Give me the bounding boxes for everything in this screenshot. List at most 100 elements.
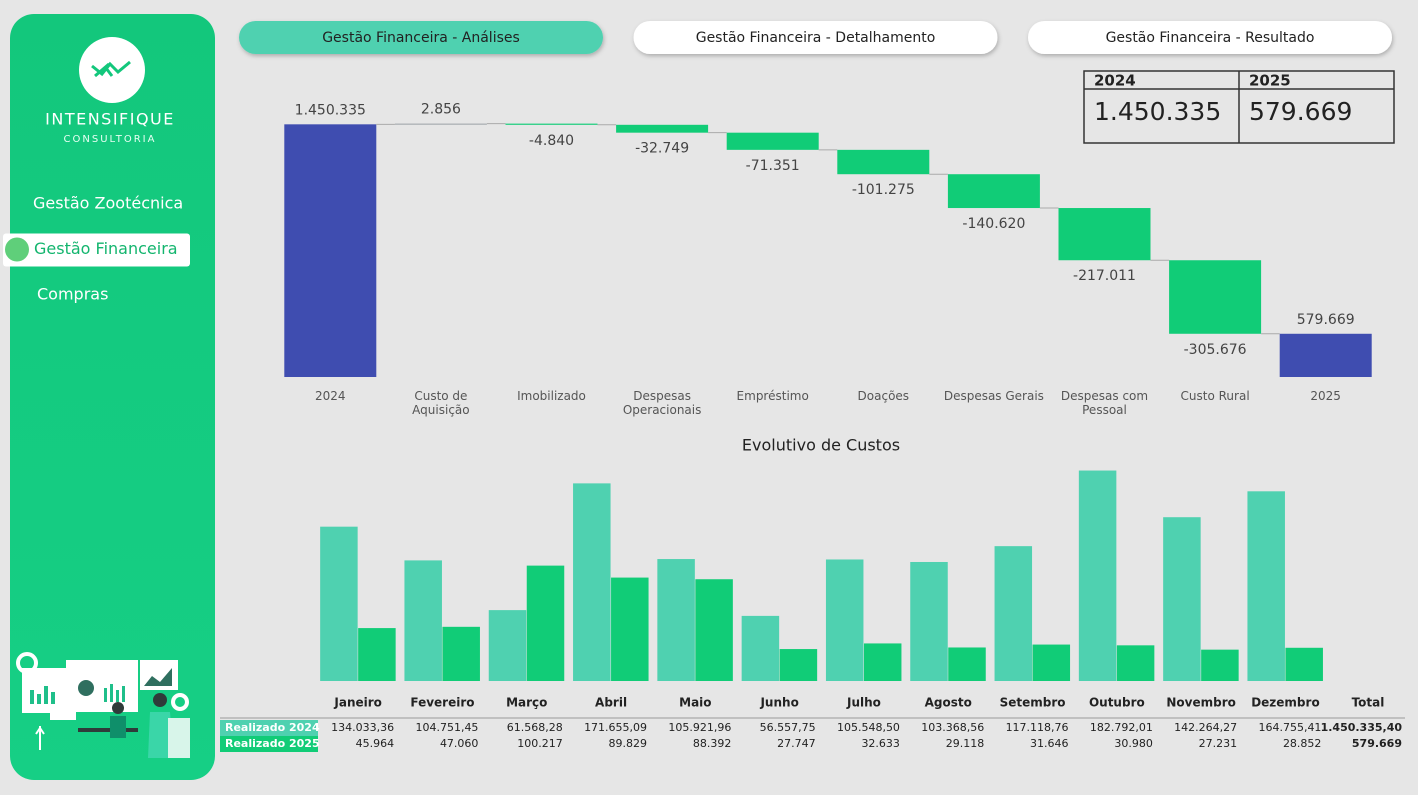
table-cell: 27.747 xyxy=(777,737,816,750)
waterfall-bar xyxy=(1279,333,1372,377)
row-header-bg xyxy=(220,720,318,736)
waterfall-bar xyxy=(837,149,930,175)
bar xyxy=(611,577,649,681)
waterfall-bar xyxy=(947,174,1040,209)
waterfall-bar xyxy=(1058,208,1151,261)
table-cell: 27.231 xyxy=(1199,737,1238,750)
bar xyxy=(1163,517,1201,681)
bar xyxy=(910,561,948,681)
table-cell: 171.655,09 xyxy=(584,721,647,734)
value-label: -217.011 xyxy=(1073,268,1136,284)
row-header-bg xyxy=(220,736,318,752)
table-total: 579.669 xyxy=(1352,737,1402,750)
value-label: 2.856 xyxy=(421,102,461,118)
tab[interactable] xyxy=(1028,21,1392,54)
table-cell: 61.568,28 xyxy=(507,721,563,734)
waterfall-bar xyxy=(616,124,709,133)
menu-item[interactable]: Compras xyxy=(37,285,108,304)
bar xyxy=(1285,647,1323,681)
brand: INTENSIFIQUE xyxy=(45,110,175,129)
illustration xyxy=(16,652,190,758)
x-tick-label: Agosto xyxy=(925,696,972,710)
x-tick-label: Janeiro xyxy=(333,696,382,710)
bar xyxy=(1116,645,1155,681)
table-cell: 88.392 xyxy=(693,737,732,750)
value-label: 579.669 xyxy=(1297,312,1355,328)
menu-item[interactable]: Gestão Zootécnica xyxy=(33,194,183,213)
x-tick-label: Despesas com Pessoal xyxy=(1060,389,1149,417)
bar xyxy=(1247,491,1285,681)
legend-entry: Realizado 2024 xyxy=(225,721,320,734)
x-tick-label: Setembro xyxy=(1000,696,1066,710)
logo-mark xyxy=(91,60,131,78)
waterfall-bar xyxy=(394,123,487,125)
table-cell: 30.980 xyxy=(1114,737,1153,750)
x-tick-label: Despesas Operacionais xyxy=(622,389,702,417)
bar xyxy=(863,643,902,681)
tagline: CONSULTORIA xyxy=(64,134,157,145)
bar xyxy=(825,559,864,681)
tab[interactable] xyxy=(239,21,603,54)
table-cell: 45.964 xyxy=(356,737,395,750)
kpi-value: 1.450.335 xyxy=(1094,97,1221,126)
value-label: -71.351 xyxy=(746,158,800,174)
value-label: -32.749 xyxy=(635,141,689,157)
x-tick-label: Empréstimo xyxy=(736,389,809,403)
waterfall-bar xyxy=(1169,260,1262,334)
x-tick-label: 2024 xyxy=(315,389,346,403)
value-label: -4.840 xyxy=(529,133,574,149)
table-cell: 100.217 xyxy=(517,737,563,750)
x-tick-label: Outubro xyxy=(1089,696,1145,710)
bar xyxy=(741,615,780,681)
x-tick-label: Junho xyxy=(759,696,798,710)
x-tick-label: Imobilizado xyxy=(517,389,586,403)
menu-icon xyxy=(5,237,29,262)
table-cell: 104.751,45 xyxy=(415,721,478,734)
table-cell: 28.852 xyxy=(1283,737,1322,750)
menu-item[interactable]: Gestão Financeira xyxy=(34,239,178,258)
x-tick-label: Julho xyxy=(846,696,881,710)
table-total: 1.450.335,40 xyxy=(1321,721,1403,734)
waterfall-bar xyxy=(505,123,598,125)
bar xyxy=(526,565,565,681)
bar xyxy=(695,579,733,681)
tab-label[interactable]: Gestão Financeira - Detalhamento xyxy=(696,30,936,46)
table-cell: 103.368,56 xyxy=(921,721,984,734)
table-cell: 32.633 xyxy=(861,737,900,750)
table-cell: 56.557,75 xyxy=(760,721,816,734)
x-tick-label: 2025 xyxy=(1310,389,1341,403)
table-cell: 182.792,01 xyxy=(1090,721,1153,734)
table-header: Total xyxy=(1352,696,1385,710)
x-tick-label: Custo de Aquisição xyxy=(412,389,470,417)
bar xyxy=(1201,649,1239,681)
table-cell: 142.264,27 xyxy=(1174,721,1237,734)
logo xyxy=(79,37,145,103)
waterfall-bar xyxy=(284,124,377,377)
tab-label[interactable]: Gestão Financeira - Análises xyxy=(322,30,520,46)
waterfall-bar xyxy=(726,132,819,150)
value-label: -101.275 xyxy=(852,182,915,198)
table-cell: 29.118 xyxy=(946,737,985,750)
bar xyxy=(320,526,358,681)
table-cell: 164.755,41 xyxy=(1258,721,1321,734)
legend-entry: Realizado 2025 xyxy=(225,737,320,750)
x-tick-label: Maio xyxy=(679,696,711,710)
bar xyxy=(404,560,442,681)
kpi-year: 2025 xyxy=(1249,72,1291,90)
x-tick-label: Fevereiro xyxy=(410,696,474,710)
value-label: -305.676 xyxy=(1184,342,1247,358)
tab-label[interactable]: Gestão Financeira - Resultado xyxy=(1106,30,1315,46)
bar xyxy=(657,559,695,681)
table-cell: 89.829 xyxy=(609,737,648,750)
menu-active-bg xyxy=(3,233,190,267)
x-tick-label: Doações xyxy=(857,389,910,403)
value-label: -140.620 xyxy=(962,216,1025,232)
x-tick-label: Março xyxy=(506,696,547,710)
bar xyxy=(1078,470,1117,681)
tab[interactable] xyxy=(633,21,998,54)
x-tick-label: Abril xyxy=(595,696,627,710)
value-label: 1.450.335 xyxy=(295,102,366,118)
x-tick-label: Custo Rural xyxy=(1180,389,1250,403)
table-cell: 134.033,36 xyxy=(331,721,394,734)
